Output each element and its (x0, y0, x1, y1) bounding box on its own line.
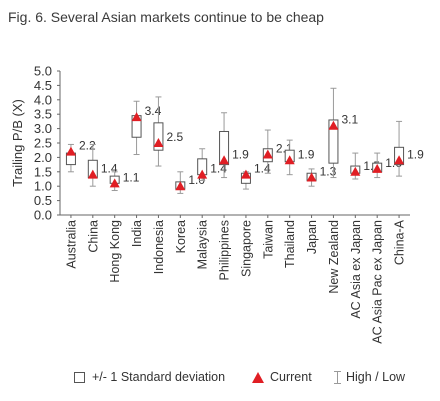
current-value-label: 1.9 (407, 147, 424, 161)
y-tick-label: 5.0 (34, 64, 52, 79)
y-tick-label: 1.5 (34, 164, 52, 179)
x-tick-label: Philippines (218, 220, 232, 280)
y-tick-label: 2.0 (34, 150, 52, 165)
current-marker (153, 138, 164, 147)
current-marker (219, 155, 230, 165)
legend: +/- 1 Standard deviation Current High / … (0, 370, 440, 390)
y-tick-label: 3.0 (34, 121, 52, 136)
current-value-label: 1.4 (101, 162, 118, 176)
y-tick-label: 0.0 (34, 208, 52, 223)
std-box (328, 119, 339, 164)
legend-std-label: +/- 1 Standard deviation (92, 370, 226, 384)
current-value-label: 3.1 (341, 113, 358, 127)
x-tick-label: Thailand (283, 220, 297, 268)
std-box-icon (74, 371, 85, 383)
current-marker (306, 172, 317, 182)
legend-std: +/- 1 Standard deviation (74, 370, 225, 384)
current-value-label: 1.4 (254, 162, 271, 176)
current-value-label: 1.9 (232, 147, 249, 161)
std-box (153, 122, 164, 151)
y-tick-label: 0.5 (34, 193, 52, 208)
y-tick-label: 4.5 (34, 78, 52, 93)
legend-range-label: High / Low (346, 370, 406, 384)
current-marker (131, 112, 142, 122)
current-marker (394, 155, 405, 165)
current-value-label: 2.5 (166, 130, 183, 144)
x-tick-label: AC Asia ex Japan (349, 220, 363, 319)
current-value-label: 1.4 (210, 162, 227, 176)
y-tick-label: 4.0 (34, 92, 52, 107)
current-value-label: 1.1 (123, 170, 140, 184)
current-triangle-icon (252, 371, 264, 383)
current-marker (328, 120, 339, 130)
x-tick-label: New Zealand (327, 220, 341, 294)
x-tick-label: Korea (174, 220, 188, 253)
legend-current-label: Current (270, 370, 312, 384)
figure-title: Fig. 6. Several Asian markets continue t… (8, 9, 324, 25)
current-value-label: 1.3 (320, 165, 337, 179)
current-marker (240, 169, 251, 179)
current-value-label: 1.9 (298, 147, 315, 161)
x-tick-label: Singapore (239, 220, 253, 277)
current-marker (87, 169, 98, 179)
x-tick-label: AC Asia Pac ex Japan (371, 220, 385, 344)
current-marker (372, 163, 383, 173)
std-box (219, 130, 230, 166)
current-value-label: 3.4 (145, 104, 162, 118)
current-marker (197, 169, 208, 179)
current-marker (109, 178, 120, 188)
y-tick-label: 2.5 (34, 136, 52, 151)
current-marker (284, 155, 295, 165)
x-tick-label: Taiwan (261, 220, 275, 259)
x-tick-label: China-A (393, 219, 407, 265)
current-value-label: 2.2 (79, 139, 96, 153)
x-tick-label: Australia (64, 220, 78, 269)
x-tick-label: China (86, 220, 100, 253)
x-tick-label: Indonesia (152, 220, 166, 274)
current-marker (65, 146, 76, 156)
current-marker (262, 149, 273, 159)
x-tick-label: Malaysia (196, 220, 210, 269)
current-marker (350, 166, 361, 176)
y-axis-label: Trailing P/B (X) (10, 99, 25, 187)
high-low-icon (334, 370, 341, 384)
y-tick-label: 1.0 (34, 179, 52, 194)
x-tick-label: Japan (305, 220, 319, 254)
x-tick-label: India (130, 220, 144, 247)
legend-range: High / Low (334, 370, 405, 384)
current-marker (175, 181, 186, 191)
x-tick-label: Hong Kong (108, 220, 122, 283)
legend-current: Current (252, 370, 312, 384)
y-tick-label: 3.5 (34, 107, 52, 122)
